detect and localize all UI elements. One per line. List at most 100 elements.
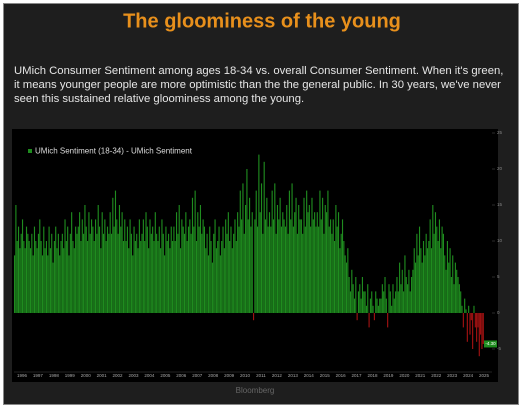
bar [288, 190, 290, 313]
last-value-tag [484, 340, 497, 348]
bar [35, 241, 37, 313]
bar [384, 277, 386, 313]
bar [477, 313, 479, 328]
bar [59, 255, 61, 313]
bar [361, 277, 364, 313]
bar [330, 219, 332, 313]
bar [262, 233, 264, 313]
bar [371, 291, 373, 313]
bar [154, 212, 156, 313]
bar [72, 241, 74, 313]
bar [241, 219, 243, 313]
bar [214, 219, 216, 313]
bar [149, 219, 151, 313]
bar [84, 205, 86, 313]
bar [198, 226, 200, 313]
bar [284, 226, 286, 313]
bar [227, 212, 229, 313]
bar [137, 248, 139, 313]
bar [270, 226, 272, 313]
x-tick-label: 2004 [144, 373, 155, 378]
bar [88, 212, 90, 313]
bar [405, 277, 407, 313]
bar [79, 212, 81, 313]
bar [348, 277, 350, 313]
chart-title: The gloominess of the young [123, 10, 401, 32]
bar [201, 233, 203, 313]
bar [52, 262, 54, 313]
bar [83, 233, 85, 313]
bar [299, 219, 301, 313]
legend-label: UMich Sentiment (18-34) - UMich Sentimen… [35, 147, 193, 156]
bar [365, 305, 367, 313]
bar [295, 197, 297, 313]
bar [68, 255, 70, 313]
bar [101, 212, 103, 313]
bar [33, 226, 36, 313]
y-tick-label: 0 [497, 310, 500, 315]
x-tick-label: 1996 [17, 373, 28, 378]
bar [336, 226, 338, 313]
bar [306, 190, 308, 313]
bar [169, 248, 171, 313]
bar [231, 248, 233, 313]
bar [172, 241, 174, 313]
bar [206, 233, 208, 313]
bar [320, 219, 322, 313]
bar [138, 219, 140, 313]
x-tick-label: 2015 [320, 373, 331, 378]
bar [283, 219, 285, 313]
bar [109, 212, 111, 313]
bar [392, 284, 394, 313]
bar [14, 255, 16, 313]
bar [222, 226, 224, 313]
bar [294, 212, 296, 313]
bar [91, 219, 93, 313]
bar [117, 233, 119, 313]
bar [368, 313, 370, 328]
bar [194, 190, 196, 313]
bar [64, 219, 66, 313]
bar [71, 212, 73, 313]
bar [32, 255, 34, 313]
bar [291, 183, 293, 313]
bar [416, 233, 418, 313]
bar [213, 233, 215, 313]
x-tick-label: 1998 [49, 373, 60, 378]
bar [148, 248, 150, 313]
bar [433, 233, 435, 313]
bar [253, 313, 255, 321]
bar [225, 219, 227, 313]
bar [464, 298, 466, 313]
bar [367, 284, 369, 313]
bar [106, 226, 109, 313]
x-tick-label: 2005 [160, 373, 171, 378]
bar [249, 197, 251, 313]
bar [197, 212, 199, 313]
bar [67, 226, 69, 313]
y-tick-label: 15 [497, 202, 503, 207]
bar [478, 313, 480, 357]
bar [442, 233, 445, 313]
bar [43, 226, 45, 313]
bar [387, 313, 389, 328]
x-tick-label: 2022 [431, 373, 442, 378]
bar [19, 248, 21, 313]
bar [324, 205, 326, 313]
bar [465, 309, 467, 313]
bar [302, 233, 304, 313]
bar [142, 219, 144, 313]
bar [98, 226, 101, 313]
bar [29, 248, 32, 313]
bar [436, 226, 438, 313]
bar [57, 233, 59, 313]
bar [170, 226, 172, 313]
bar [345, 262, 348, 313]
bar [100, 248, 102, 313]
bar [266, 197, 268, 313]
bar [145, 212, 147, 313]
bar [339, 248, 341, 313]
bar [114, 190, 117, 313]
bar [352, 284, 354, 313]
bar [428, 241, 430, 313]
